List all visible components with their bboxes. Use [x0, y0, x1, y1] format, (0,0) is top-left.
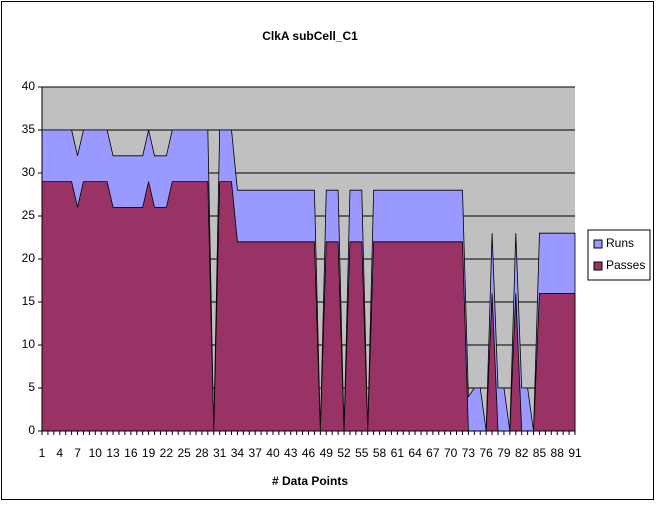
x-tick-label: 88 [551, 446, 565, 460]
y-tick-label: 0 [28, 423, 35, 437]
x-tick-label: 76 [479, 446, 493, 460]
legend-swatch [593, 239, 603, 249]
x-tick-label: 19 [142, 446, 156, 460]
legend-box [587, 229, 651, 281]
x-tick-label: 34 [231, 446, 245, 460]
y-tick-label: 35 [22, 122, 36, 136]
area [41, 181, 576, 432]
legend-label: Passes [606, 258, 645, 272]
x-axis-title: # Data Points [272, 474, 348, 488]
y-tick-label: 20 [22, 251, 36, 265]
x-tick-label: 73 [462, 446, 476, 460]
chart-title: ClkA subCell_C1 [262, 29, 358, 43]
x-tick-label: 13 [106, 446, 120, 460]
y-tick-label: 40 [22, 79, 36, 93]
x-tick-label: 70 [444, 446, 458, 460]
x-tick-label: 1 [39, 446, 46, 460]
y-tick-label: 30 [22, 165, 36, 179]
y-tick-label: 10 [22, 337, 36, 351]
x-tick-label: 40 [266, 446, 280, 460]
x-tick-label: 52 [337, 446, 351, 460]
x-tick-label: 64 [408, 446, 422, 460]
x-tick-label: 7 [74, 446, 81, 460]
x-tick-label: 31 [213, 446, 227, 460]
y-tick-label: 15 [22, 294, 36, 308]
y-tick-label: 5 [28, 380, 35, 394]
x-tick-label: 85 [533, 446, 547, 460]
x-tick-label: 10 [89, 446, 103, 460]
x-tick-label: 28 [195, 446, 209, 460]
legend-swatch [593, 261, 603, 271]
x-tick-label: 43 [284, 446, 298, 460]
x-tick-label: 82 [515, 446, 529, 460]
x-tick-label: 91 [568, 446, 582, 460]
x-tick-label: 37 [249, 446, 263, 460]
x-tick-label: 4 [56, 446, 63, 460]
x-tick-label: 49 [320, 446, 334, 460]
y-tick-label: 25 [22, 208, 36, 222]
x-tick-label: 22 [160, 446, 174, 460]
x-tick-label: 79 [497, 446, 511, 460]
x-tick-label: 67 [426, 446, 440, 460]
legend-label: Runs [606, 236, 634, 250]
x-tick-label: 58 [373, 446, 387, 460]
x-tick-label: 16 [124, 446, 138, 460]
x-tick-label: 55 [355, 446, 369, 460]
x-tick-label: 61 [391, 446, 405, 460]
x-tick-label: 25 [177, 446, 191, 460]
x-tick-label: 46 [302, 446, 316, 460]
